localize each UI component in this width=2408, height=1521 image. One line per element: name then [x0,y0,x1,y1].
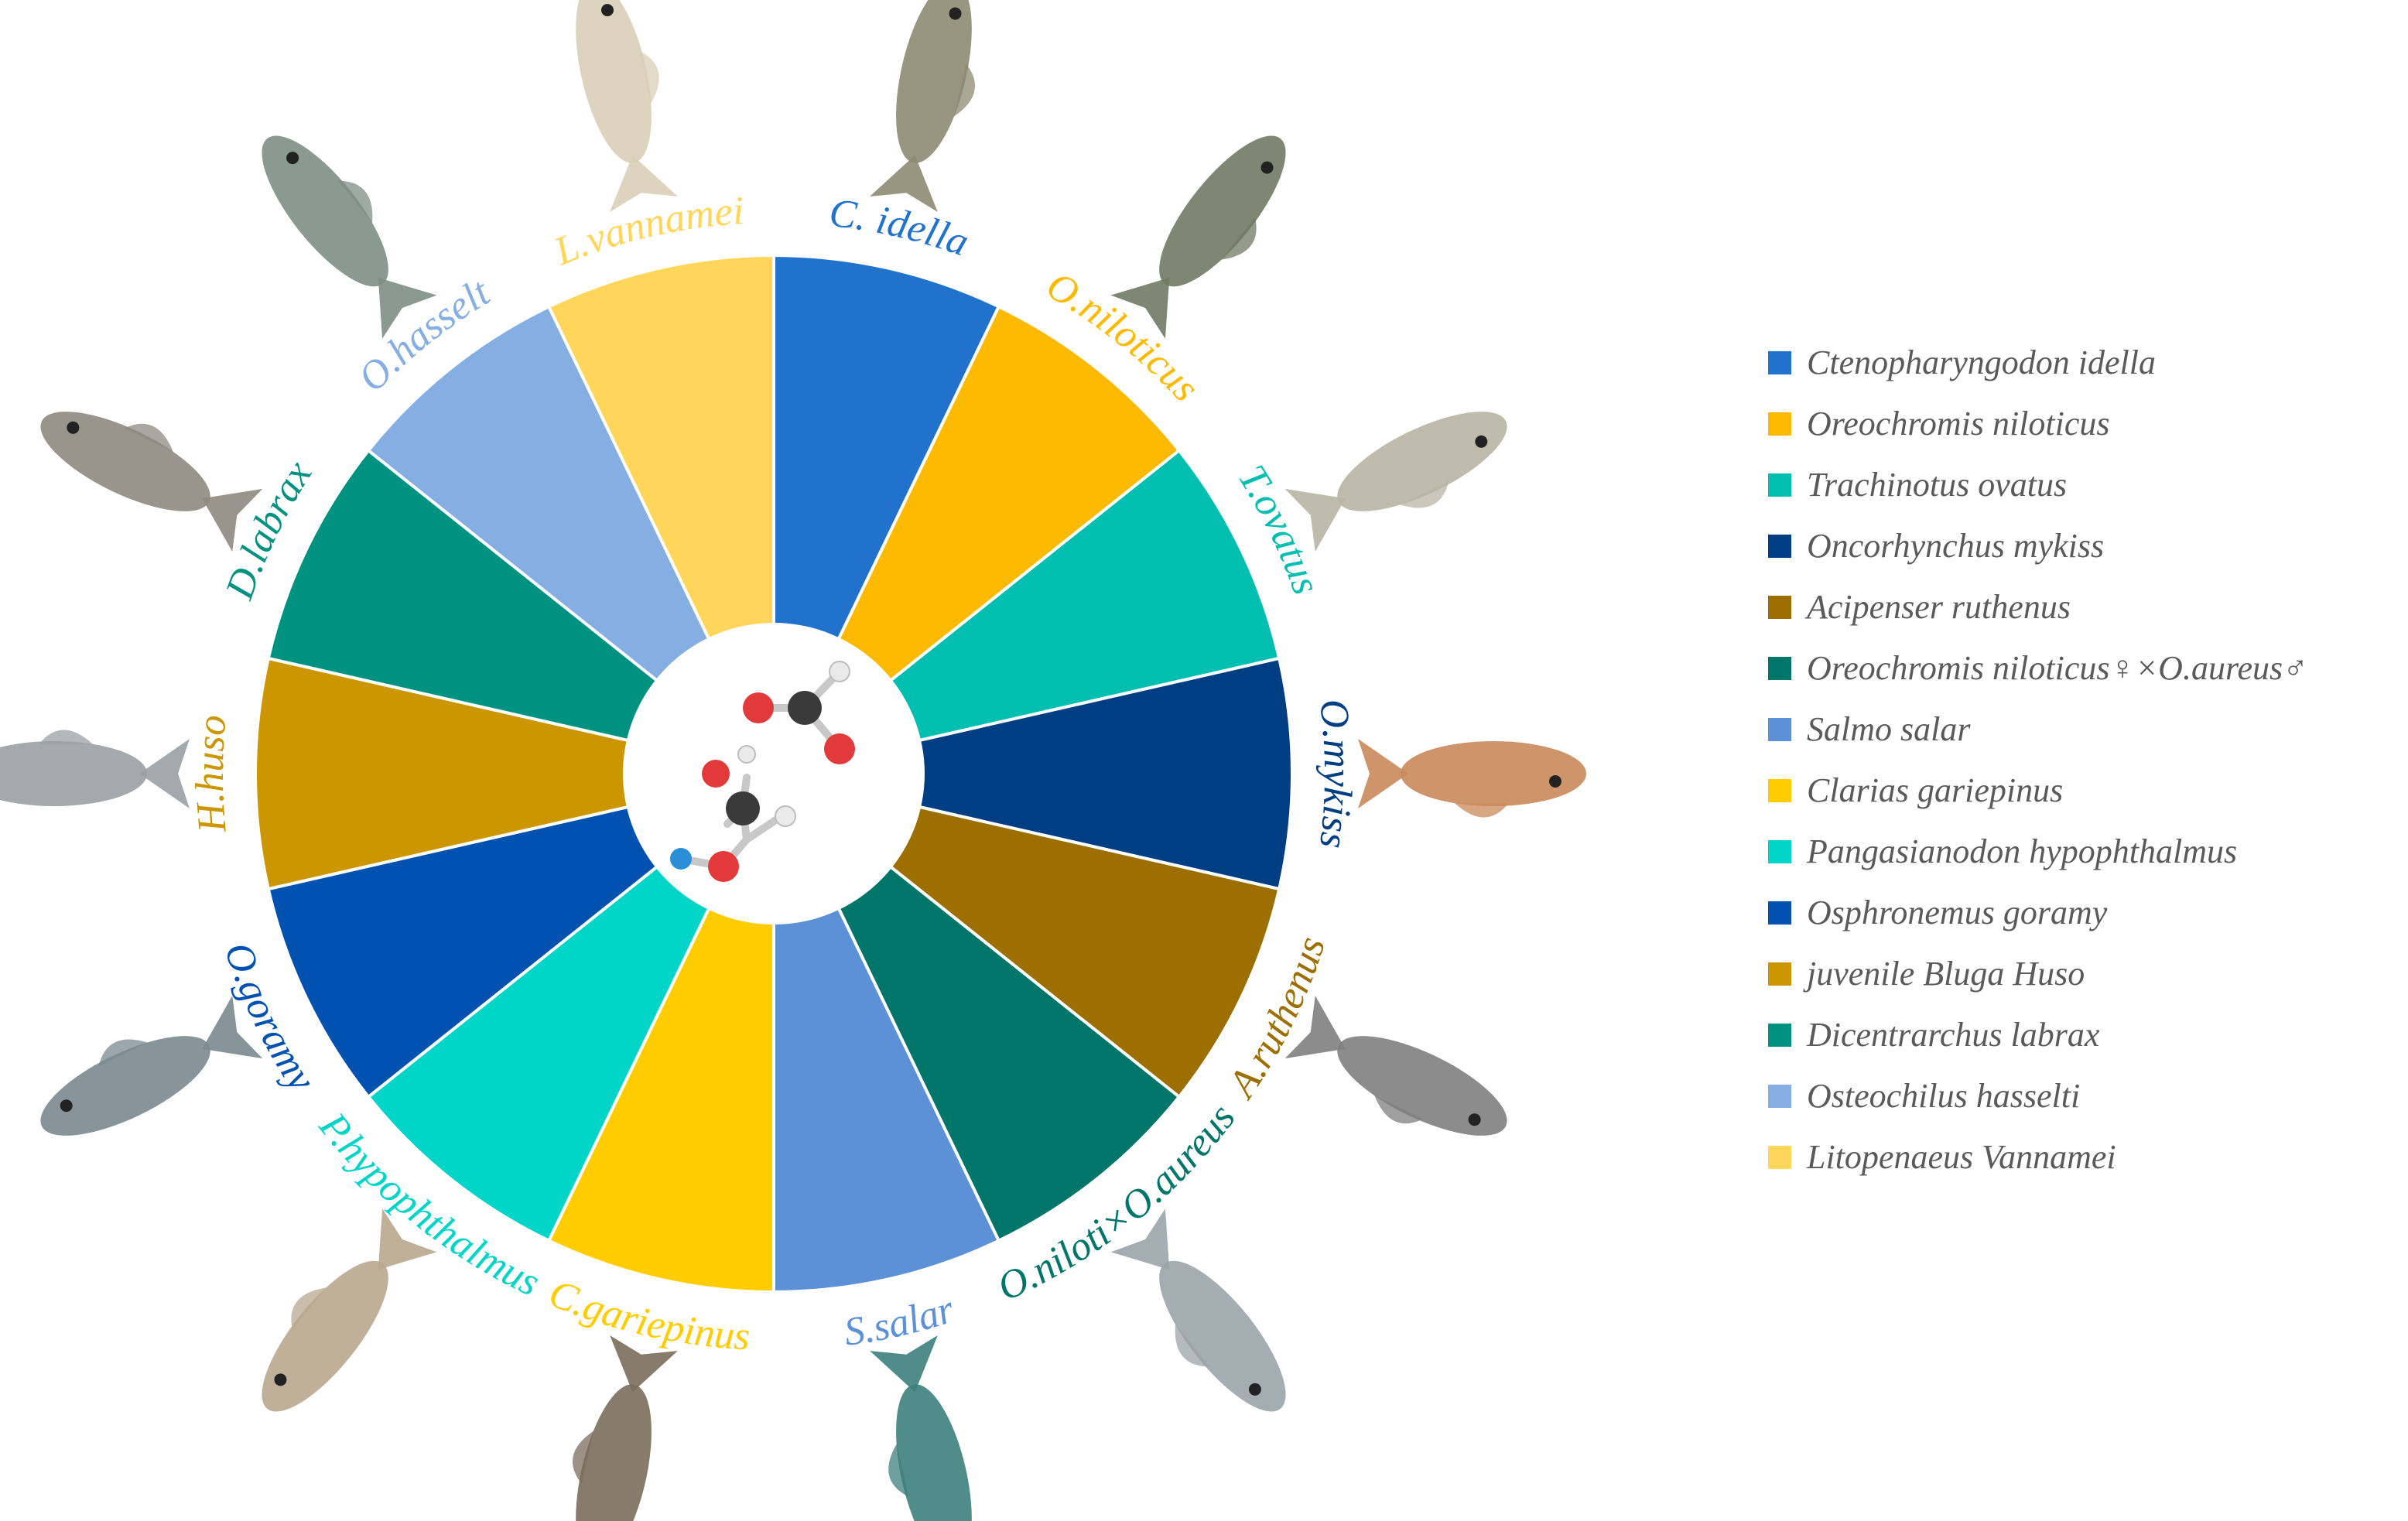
legend-swatch [1768,412,1791,436]
fish-photo-icon [262,135,437,339]
wheel-segment [772,772,1182,1243]
wheel-segment [366,772,775,1243]
species-short-label: S.salar [841,1287,959,1355]
fish-photo-icon [1284,996,1507,1136]
molecule-ball-and-stick-icon [623,623,925,925]
wheel-segment [773,656,1294,891]
legend-swatch [1768,596,1791,619]
legend-label: Oreochromis niloticus♀×O.aureus♂ [1807,649,2308,687]
legend-label: Salmo salar [1807,710,1971,748]
legend-swatch [1768,718,1791,741]
fish-photo-icon [0,730,190,808]
legend-swatch [1768,840,1791,863]
fish-photo-icon [40,996,263,1136]
fish-photo-icon [572,1335,678,1521]
species-short-label: O.mykiss [1311,697,1360,851]
fish-photo-icon [870,0,976,212]
fish-photo-icon [1358,739,1586,818]
legend-label: Trachinotus ovatus [1807,466,2067,504]
wheel-segment [772,304,1182,775]
fish-photo-icon [1284,412,1507,552]
legend-label: Oreochromis niloticus [1807,405,2110,443]
legend-label: Clarias gariepinus [1807,771,2063,809]
legend-swatch [1768,1085,1791,1108]
fish-photo-icon [1110,1208,1286,1412]
legend-label: Pangasianodon hypophthalmus [1806,832,2237,870]
legend-swatch [1768,1024,1791,1047]
legend-label: Osphronemus goramy [1807,894,2108,931]
legend-swatch [1768,962,1791,986]
fish-photo-icon [1110,135,1286,339]
legend-label: Litopenaeus Vannamei [1806,1138,2116,1176]
wheel-segment [366,304,775,775]
legend-swatch [1768,901,1791,925]
legend-swatch [1768,779,1791,802]
fish-photo-icon [40,412,263,552]
species-short-label: C. idella [827,191,974,265]
wheel-segment [253,656,775,891]
fish-photo-icon [262,1208,437,1412]
species-short-label: H.huso [188,713,235,835]
legend-swatch [1768,473,1791,497]
legend-swatch [1768,351,1791,374]
legend: Ctenopharyngodon idella Oreochromis nilot… [1768,344,2308,1176]
legend-label: Oncorhynchus mykiss [1807,527,2104,565]
legend-swatch [1768,535,1791,558]
legend-label: Dicentrarchus labrax [1806,1016,2100,1054]
legend-label: Acipenser ruthenus [1804,588,2071,626]
legend-label: Osteochilus hasselti [1807,1077,2080,1115]
legend-label: Ctenopharyngodon idella [1807,344,2156,381]
shrimp-photo-icon [576,0,678,212]
legend-label: juvenile Bluga Huso [1803,955,2085,993]
organism-photo-ring [0,0,1586,1521]
legend-swatch [1768,1146,1791,1169]
fish-photo-icon [870,1335,972,1521]
legend-swatch [1768,657,1791,680]
